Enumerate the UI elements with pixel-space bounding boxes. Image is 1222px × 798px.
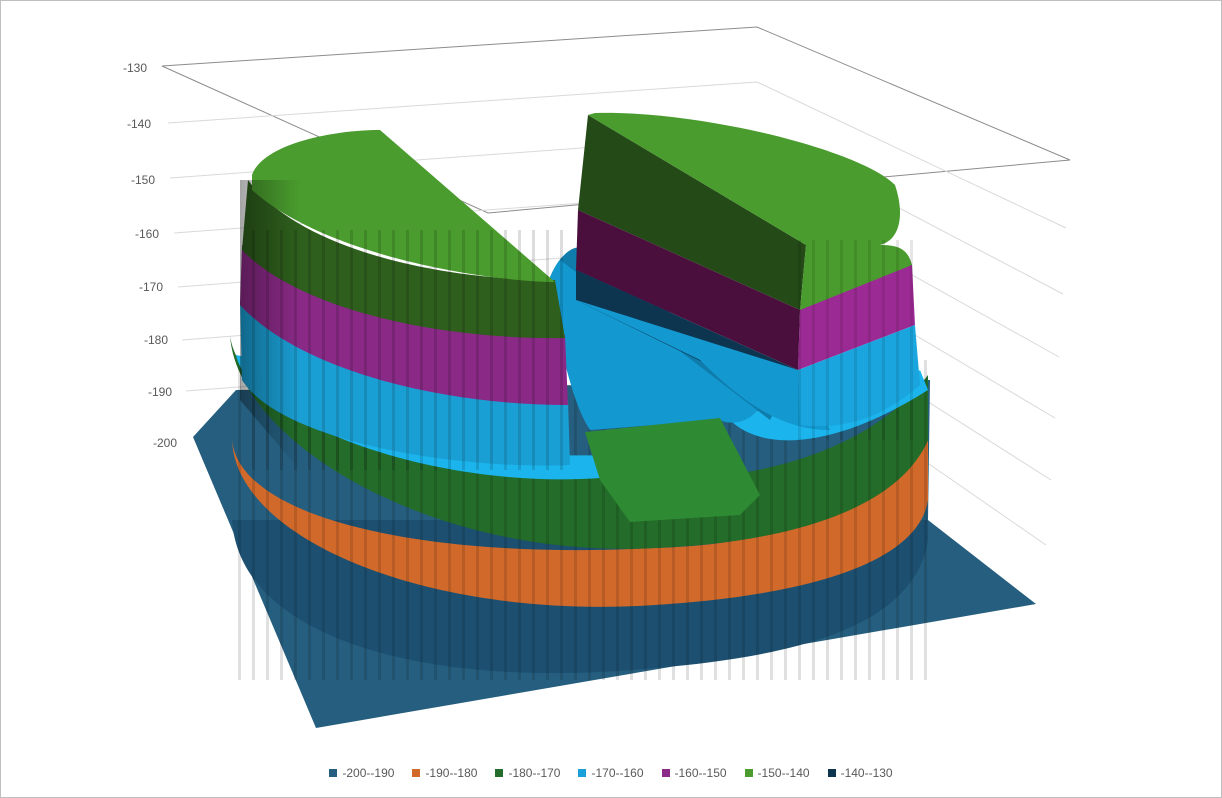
legend-entry: -170--160 xyxy=(578,766,644,780)
legend-label: -170--160 xyxy=(591,766,644,780)
legend-swatch xyxy=(744,769,753,777)
z-tick-label: -130 xyxy=(123,61,147,75)
z-tick-label: -170 xyxy=(139,280,163,294)
z-tick-label: -160 xyxy=(135,227,159,241)
right-hill-face-cyan xyxy=(576,300,830,430)
legend-label: -200--190 xyxy=(342,766,395,780)
right-hill-stripes xyxy=(798,240,923,440)
surface-band-valley-green xyxy=(585,418,760,522)
left-hill-shade xyxy=(240,180,300,470)
right-hill-face-purple xyxy=(576,210,800,370)
z-tick-label: -150 xyxy=(131,173,155,187)
legend-label: -150--140 xyxy=(757,766,810,780)
z-tick-label: -190 xyxy=(148,385,172,399)
grid-line xyxy=(167,81,758,124)
right-hill xyxy=(576,112,923,440)
legend-entry: -200--190 xyxy=(329,766,394,780)
legend: -200--190 -190--180 -180--170 -170--160 -160… xyxy=(0,763,1222,783)
z-tick-label: -200 xyxy=(153,436,177,450)
legend-entry: -180--170 xyxy=(495,766,560,780)
z-tick-label: -180 xyxy=(144,333,168,347)
legend-swatch xyxy=(661,769,670,777)
legend-label: -160--150 xyxy=(674,766,727,780)
z-tick-label: -140 xyxy=(127,117,151,131)
right-hill-top xyxy=(588,112,900,245)
legend-label: -140--130 xyxy=(840,766,893,780)
right-hill-face-darkgreen xyxy=(578,115,806,310)
legend-entry: -190--180 xyxy=(412,766,477,780)
legend-label: -180--170 xyxy=(508,766,561,780)
legend-swatch xyxy=(827,769,836,777)
left-hill xyxy=(240,130,572,470)
legend-swatch xyxy=(329,769,338,777)
legend-swatch xyxy=(412,769,421,777)
legend-label: -190--180 xyxy=(425,766,478,780)
grid-line xyxy=(756,81,1067,229)
legend-entry: -160--150 xyxy=(661,766,727,780)
z-axis: -130 -140 -150 -160 -170 -180 -190 -200 xyxy=(123,61,177,450)
legend-swatch xyxy=(495,769,504,777)
legend-swatch xyxy=(578,769,587,777)
legend-entry: -150--140 xyxy=(744,766,810,780)
legend-entry: -140--130 xyxy=(827,766,893,780)
surface-band-ring-cyan-right xyxy=(730,370,928,441)
